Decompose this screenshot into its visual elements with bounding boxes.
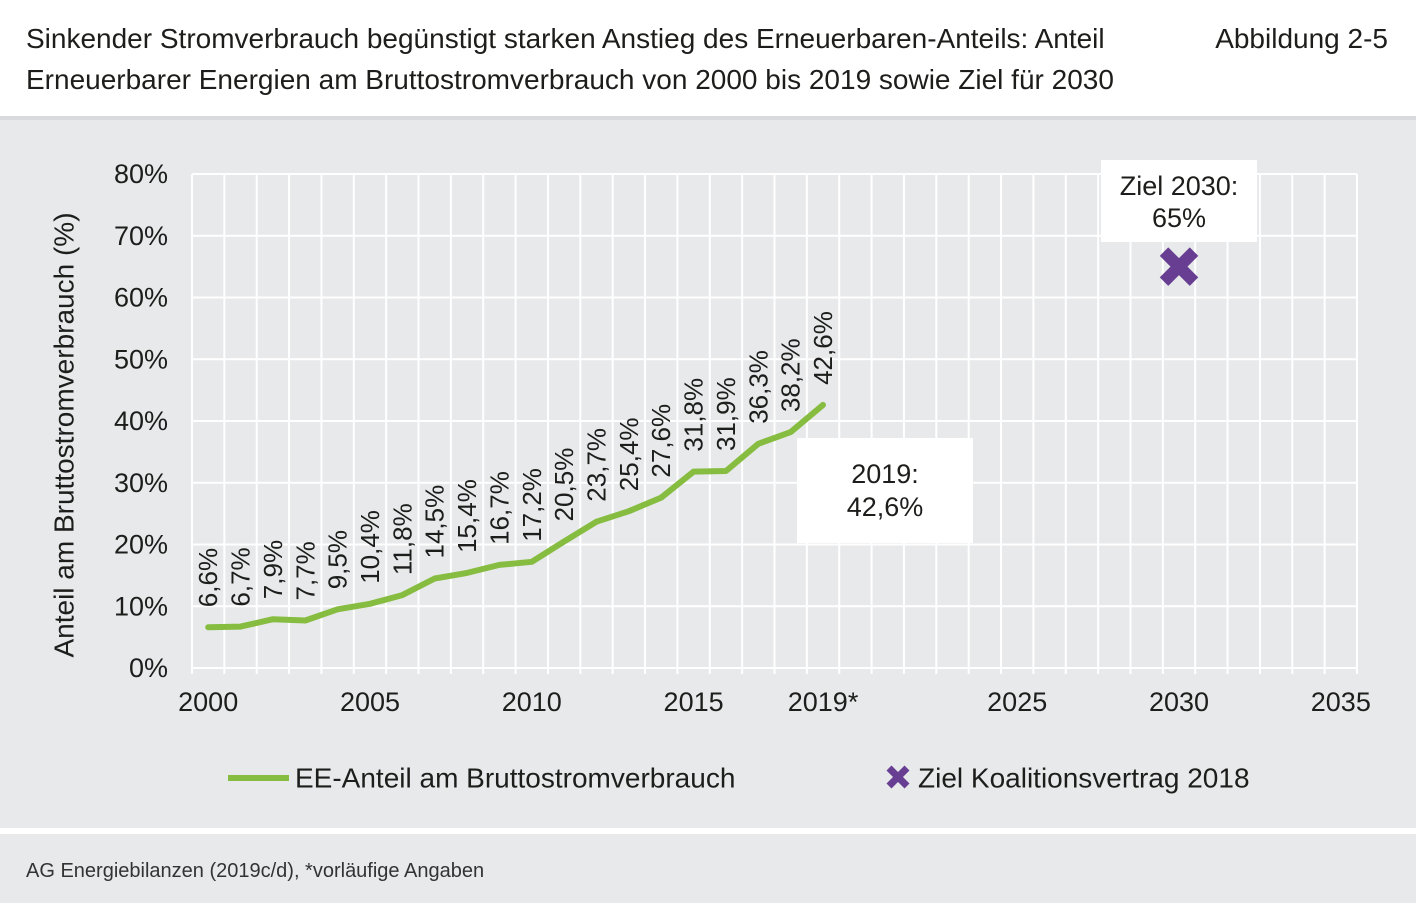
series-line bbox=[205, 401, 826, 631]
legend: EE-Anteil am Bruttostromverbrauch Ziel Ko… bbox=[228, 763, 1250, 794]
annotation-box bbox=[1101, 160, 1257, 242]
data-label: 25,4% bbox=[614, 417, 644, 491]
legend-x-marker-icon bbox=[886, 765, 910, 789]
annotation-box bbox=[797, 438, 973, 543]
grid bbox=[191, 173, 1358, 674]
data-label: 6,7% bbox=[226, 547, 256, 606]
data-label: 16,7% bbox=[484, 471, 514, 545]
data-label: 15,4% bbox=[452, 479, 482, 553]
header: Sinkender Stromverbrauch begünstigt star… bbox=[0, 0, 1416, 116]
annotation-text: 42,6% bbox=[847, 492, 924, 522]
x-tick-label: 2010 bbox=[502, 687, 562, 717]
legend-label-series: EE-Anteil am Bruttostromverbrauch bbox=[295, 763, 735, 794]
data-label: 7,7% bbox=[290, 541, 320, 600]
source-note: AG Energiebilanzen (2019c/d), *vorläufig… bbox=[26, 860, 485, 882]
annotation-callout: 2019:42,6% bbox=[797, 438, 973, 543]
annotation-text: 65% bbox=[1152, 203, 1206, 233]
x-tick-label: 2030 bbox=[1149, 687, 1209, 717]
legend-label-target: Ziel Koalitionsvertrag 2018 bbox=[918, 763, 1250, 794]
data-label: 31,8% bbox=[679, 378, 709, 452]
x-tick-label: 2025 bbox=[987, 687, 1047, 717]
data-label: 36,3% bbox=[743, 350, 773, 424]
y-axis-ticks: 0% 10% 20% 30% 40% 50% 60% 70% 80% bbox=[114, 159, 168, 683]
x-stroke bbox=[1159, 247, 1199, 286]
x-tick-label: 2015 bbox=[664, 687, 724, 717]
data-label: 9,5% bbox=[323, 530, 353, 589]
annotations: Ziel 2030:65%2019:42,6% bbox=[797, 160, 1257, 543]
x-tick-label: 2005 bbox=[340, 687, 400, 717]
figure-label: Abbildung 2-5 bbox=[1215, 23, 1388, 54]
data-labels: 6,6% 6,7% 7,9% 7,7% 9,5% 10,4% 11,8% 14,5% 15,4%… bbox=[193, 311, 838, 607]
annotation-callout: Ziel 2030:65% bbox=[1101, 160, 1257, 242]
data-label: 14,5% bbox=[420, 485, 450, 559]
y-tick-label: 20% bbox=[114, 530, 168, 560]
data-label: 38,2% bbox=[776, 338, 806, 412]
data-label: 6,6% bbox=[193, 548, 223, 607]
x-tick-label: 2000 bbox=[178, 687, 238, 717]
data-label: 42,6% bbox=[808, 311, 838, 385]
target-x-marker bbox=[1159, 247, 1199, 286]
series-ee-anteil bbox=[205, 401, 826, 631]
data-label: 27,6% bbox=[646, 404, 676, 478]
y-tick-label: 30% bbox=[114, 468, 168, 498]
data-label: 11,8% bbox=[387, 503, 417, 575]
data-label: 23,7% bbox=[582, 428, 612, 502]
x-tick-label: 2035 bbox=[1311, 687, 1371, 717]
y-tick-label: 70% bbox=[114, 221, 168, 251]
x-stroke bbox=[886, 765, 910, 789]
data-label: 17,2% bbox=[517, 468, 547, 542]
header-divider bbox=[0, 116, 1416, 120]
data-label: 10,4% bbox=[355, 510, 385, 584]
y-tick-label: 60% bbox=[114, 283, 168, 313]
y-tick-label: 40% bbox=[114, 406, 168, 436]
data-label: 7,9% bbox=[258, 540, 288, 599]
y-tick-label: 0% bbox=[129, 653, 168, 683]
target-markers bbox=[1159, 247, 1199, 286]
footer: AG Energiebilanzen (2019c/d), *vorläufig… bbox=[0, 834, 1416, 903]
data-label: 20,5% bbox=[549, 448, 579, 522]
y-tick-label: 10% bbox=[114, 591, 168, 621]
data-label: 31,9% bbox=[711, 377, 741, 451]
annotation-text: 2019: bbox=[851, 459, 919, 489]
chart-title-line-2: Erneuerbarer Energien am Bruttostromverb… bbox=[26, 64, 1114, 95]
annotation-text: Ziel 2030: bbox=[1120, 171, 1239, 201]
x-tick-label: 2019* bbox=[788, 687, 859, 717]
x-axis-ticks: 2000 2005 2010 2015 2019* 2025 2030 2035 bbox=[178, 687, 1371, 717]
y-tick-label: 50% bbox=[114, 344, 168, 374]
chart-title-line-1: Sinkender Stromverbrauch begünstigt star… bbox=[26, 23, 1105, 54]
y-tick-label: 80% bbox=[114, 159, 168, 189]
y-axis-label: Anteil am Bruttostromverbrauch (%) bbox=[49, 212, 80, 657]
